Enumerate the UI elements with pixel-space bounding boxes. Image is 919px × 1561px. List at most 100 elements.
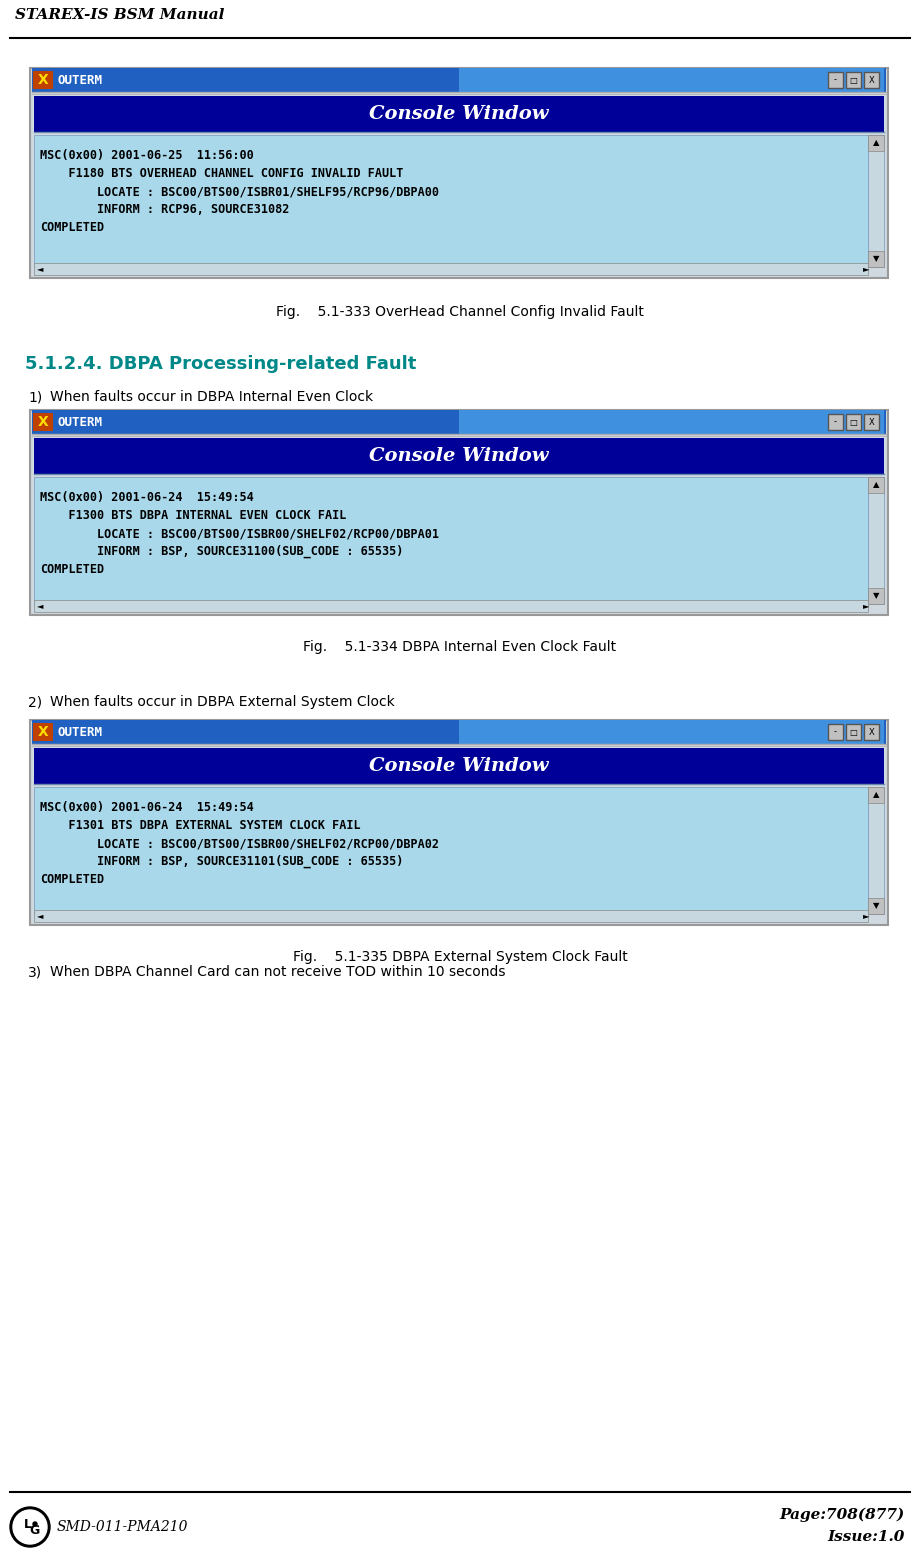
Text: Fig.    5.1-335 DBPA External System Clock Fault: Fig. 5.1-335 DBPA External System Clock … [292,951,627,965]
Text: LOCATE : BSC00/BTS00/ISBR00/SHELF02/RCP00/DBPA02: LOCATE : BSC00/BTS00/ISBR00/SHELF02/RCP0… [40,837,438,851]
Text: □: □ [848,417,857,426]
Text: ►: ► [862,912,868,921]
Text: F1301 BTS DBPA EXTERNAL SYSTEM CLOCK FAIL: F1301 BTS DBPA EXTERNAL SYSTEM CLOCK FAI… [40,820,360,832]
Text: Fig.    5.1-334 DBPA Internal Even Clock Fault: Fig. 5.1-334 DBPA Internal Even Clock Fa… [303,640,616,654]
Bar [459,720,883,745]
Text: ◄: ◄ [37,912,43,921]
Text: INFORM : BSP, SOURCE31100(SUB_CODE : 65535): INFORM : BSP, SOURCE31100(SUB_CODE : 655… [40,545,403,559]
Text: STAREX-IS BSM Manual: STAREX-IS BSM Manual [15,8,224,22]
Text: ▲: ▲ [872,790,879,799]
Text: □: □ [848,727,857,737]
Text: ◄: ◄ [37,601,43,610]
Text: G: G [29,1524,40,1536]
Bar [30,411,887,615]
Text: 3): 3) [28,965,42,979]
Text: MSC(0x00) 2001-06-24  15:49:54: MSC(0x00) 2001-06-24 15:49:54 [40,801,254,813]
Text: When faults occur in DBPA External System Clock: When faults occur in DBPA External Syste… [50,695,394,709]
Bar [33,70,53,89]
Circle shape [10,1506,50,1547]
Bar [867,478,883,604]
Text: 2): 2) [28,695,42,709]
Circle shape [13,1509,47,1544]
Bar [34,95,883,133]
Text: LOCATE : BSC00/BTS00/ISBR00/SHELF02/RCP00/DBPA01: LOCATE : BSC00/BTS00/ISBR00/SHELF02/RCP0… [40,528,438,540]
Bar [33,723,53,741]
Bar [459,69,883,92]
Bar [33,414,53,431]
Text: X: X [38,73,49,87]
Bar [34,262,867,275]
Text: □: □ [848,75,857,84]
Text: INFORM : RCP96, SOURCE31082: INFORM : RCP96, SOURCE31082 [40,203,289,215]
Text: Console Window: Console Window [369,446,548,465]
Bar [867,478,883,493]
Text: When DBPA Channel Card can not receive TOD within 10 seconds: When DBPA Channel Card can not receive T… [50,965,505,979]
Bar [845,724,860,740]
Text: X: X [868,727,873,737]
Text: LOCATE : BSC00/BTS00/ISBR01/SHELF95/RCP96/DBPA00: LOCATE : BSC00/BTS00/ISBR01/SHELF95/RCP9… [40,186,438,198]
Text: F1300 BTS DBPA INTERNAL EVEN CLOCK FAIL: F1300 BTS DBPA INTERNAL EVEN CLOCK FAIL [40,509,346,521]
Text: X: X [38,724,49,738]
Bar [34,748,883,784]
Bar [867,134,883,151]
Bar [32,720,885,745]
Text: ◄: ◄ [37,264,43,273]
Bar [867,251,883,267]
Bar [34,910,867,923]
Text: MSC(0x00) 2001-06-25  11:56:00: MSC(0x00) 2001-06-25 11:56:00 [40,148,254,162]
Bar [30,720,887,926]
Text: ▼: ▼ [872,592,879,601]
Text: ▲: ▲ [872,481,879,490]
Text: X: X [868,75,873,84]
Circle shape [33,1522,37,1527]
Bar [34,599,867,612]
Text: -: - [834,727,836,737]
Bar [30,69,887,278]
Text: -: - [834,75,836,84]
Text: COMPLETED: COMPLETED [40,222,104,234]
Bar [863,724,878,740]
Text: OUTERM: OUTERM [58,73,103,86]
Text: ▼: ▼ [872,902,879,910]
Text: INFORM : BSP, SOURCE31101(SUB_CODE : 65535): INFORM : BSP, SOURCE31101(SUB_CODE : 655… [40,855,403,868]
Text: MSC(0x00) 2001-06-24  15:49:54: MSC(0x00) 2001-06-24 15:49:54 [40,492,254,504]
Bar [32,411,885,434]
Bar [867,787,883,915]
Text: Fig.    5.1-333 OverHead Channel Config Invalid Fault: Fig. 5.1-333 OverHead Channel Config Inv… [276,304,643,318]
Text: OUTERM: OUTERM [58,415,103,429]
Bar [34,439,883,475]
Text: X: X [38,415,49,429]
Text: OUTERM: OUTERM [58,726,103,738]
Text: 1): 1) [28,390,42,404]
Bar [34,134,867,267]
Bar [845,72,860,87]
Bar [459,411,883,434]
Bar [34,787,867,915]
Text: X: X [868,417,873,426]
Text: -: - [834,417,836,426]
Text: 5.1.2.4. DBPA Processing-related Fault: 5.1.2.4. DBPA Processing-related Fault [25,354,416,373]
Text: Issue:1.0: Issue:1.0 [827,1530,904,1544]
Bar [867,588,883,604]
Text: Console Window: Console Window [369,105,548,123]
Bar [827,724,842,740]
Text: Page:708(877): Page:708(877) [779,1508,904,1522]
Text: ►: ► [862,264,868,273]
Text: SMD-011-PMA210: SMD-011-PMA210 [57,1520,188,1534]
Text: L: L [24,1519,32,1531]
Text: ▲: ▲ [872,139,879,147]
Bar [32,69,885,92]
Bar [34,478,867,604]
Bar [845,414,860,429]
Bar [827,72,842,87]
Text: ▼: ▼ [872,254,879,264]
Text: When faults occur in DBPA Internal Even Clock: When faults occur in DBPA Internal Even … [50,390,373,404]
Bar [867,787,883,802]
Bar [867,898,883,915]
Text: ►: ► [862,601,868,610]
Bar [827,414,842,429]
Bar [863,414,878,429]
Text: F1180 BTS OVERHEAD CHANNEL CONFIG INVALID FAULT: F1180 BTS OVERHEAD CHANNEL CONFIG INVALI… [40,167,403,180]
Bar [867,134,883,267]
Bar [863,72,878,87]
